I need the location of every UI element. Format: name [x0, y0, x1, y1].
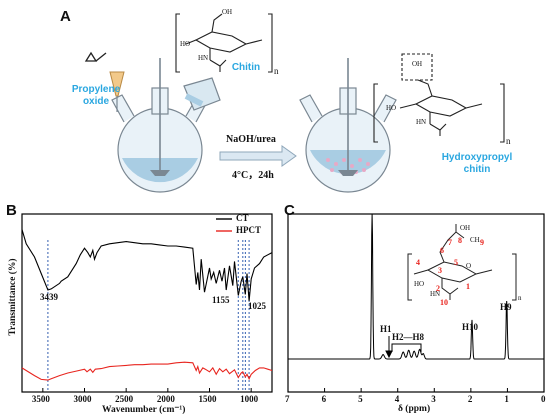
nmr-structure-ch3-label: CH [470, 236, 480, 244]
ftir-xtick-label: 2000 [156, 394, 175, 404]
ftir-plot-frame [21, 213, 273, 393]
nmr-xtick-label: 3 [431, 394, 436, 404]
nmr-structure-o-label: O [466, 262, 472, 270]
chitin-ho: HO [180, 40, 191, 48]
nmr-structure-number-3: 3 [438, 266, 442, 275]
conditions-bottom: 4°C，24h [232, 170, 274, 181]
chitin-label: Chitin [231, 62, 261, 73]
nmr-xtick-label: 5 [358, 394, 363, 404]
nmr-structure-number-8: 8 [458, 236, 462, 245]
nmr-structure-ho-label: HO [414, 280, 425, 288]
nmr-label-h2-h8: H2—H8 [392, 332, 425, 342]
hp-ho: HO [386, 104, 397, 112]
nmr-structure-n-label: n [518, 294, 522, 302]
legend-ct-label: CT [236, 213, 249, 223]
ftir-xtick-label: 2500 [115, 394, 134, 404]
nmr-xtick-label: 6 [321, 394, 327, 404]
hydroxypropyl-chitin-structure [373, 53, 505, 143]
ftir-anno-1025: 1025 [248, 301, 266, 311]
ftir-xtick-label: 1500 [198, 394, 217, 404]
nmr-label-h9: H9 [500, 302, 512, 312]
nmr-structure-number-7: 7 [448, 238, 452, 247]
reaction-flask-right [299, 58, 397, 193]
nmr-structure-number-2: 2 [436, 284, 440, 293]
nmr-structure-hn-label: HN [430, 290, 441, 298]
nmr-xtick-label: 1 [504, 394, 509, 404]
panel-a-letter: A [60, 8, 71, 25]
nmr-structure-number-6: 6 [440, 246, 444, 255]
ftir-xtick-label: 3500 [31, 394, 50, 404]
nmr-structure-number-5: 5 [454, 258, 458, 267]
nmr-structure-oh-label: OH [460, 224, 471, 232]
nmr-structure-number-10: 10 [440, 298, 448, 307]
ftir-series-hpct [21, 361, 273, 381]
nmr-xtick-label: 7 [285, 394, 290, 404]
epoxide-icon [84, 51, 107, 62]
reaction-flask-left [109, 58, 221, 193]
nmr-xtick-label: 4 [394, 394, 400, 404]
ftir-series-ct [21, 229, 273, 302]
nmr-structure-inset [407, 224, 517, 301]
panel-b-letter: B [6, 202, 17, 219]
nmr-label-h1: H1 [380, 324, 392, 334]
nmr-xtick-label: 0 [541, 394, 546, 404]
chitin-oh: OH [222, 8, 233, 16]
ftir-anno-1155: 1155 [212, 295, 230, 305]
nmr-plot-frame [287, 213, 545, 393]
h2-h8-bracket [391, 343, 422, 352]
nmr-structure-number-1: 1 [466, 282, 470, 291]
chitin-structure [175, 13, 273, 73]
panel-c-letter: C [284, 202, 295, 219]
hp-oh: OH [412, 60, 423, 68]
chitin-hn: HN [198, 54, 209, 62]
nmr-label-h10: H10 [462, 322, 479, 332]
nmr-spectrum-line [288, 213, 544, 360]
reaction-arrow [219, 145, 297, 167]
legend-hpct-label: HPCT [236, 225, 262, 235]
ftir-xtick-label: 1000 [240, 394, 259, 404]
hp-hn: HN [416, 118, 427, 126]
h1-arrow [385, 336, 393, 359]
nmr-xtick-label: 2 [467, 394, 473, 404]
chitin-n: n [274, 66, 279, 76]
ftir-xlabel: Wavenumber (cm⁻¹) [102, 405, 186, 415]
conditions-top: NaOH/urea [226, 134, 276, 145]
nmr-structure-number-4: 4 [416, 258, 420, 267]
hydroxypropyl-chitin-label: Hydroxypropyl chitin [441, 152, 513, 175]
ftir-anno-3439: 3439 [40, 292, 58, 302]
nmr-xlabel: δ (ppm) [398, 404, 431, 414]
ftir-xtick-label: 3000 [73, 394, 92, 404]
propylene-oxide-label: Propylene oxide [71, 84, 121, 107]
hp-chitin-n: n [506, 136, 511, 146]
nmr-structure-number-9: 9 [480, 238, 484, 247]
